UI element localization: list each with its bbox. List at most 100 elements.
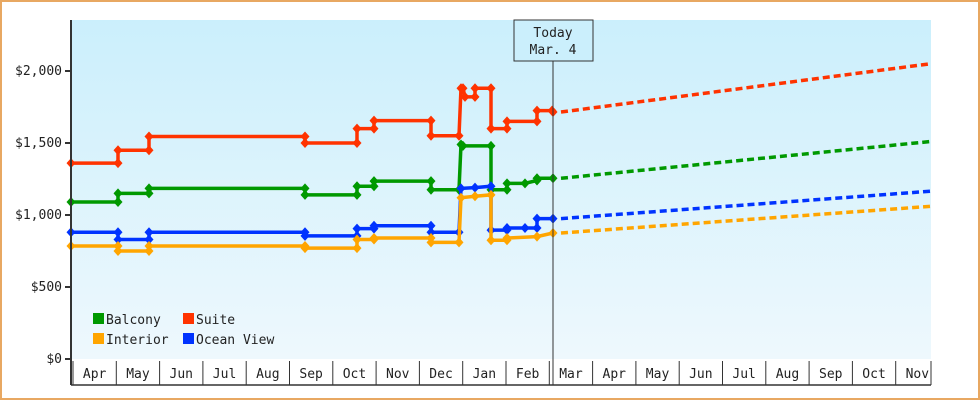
x-month-label: Sep [819, 367, 843, 382]
forecast-line [560, 62, 931, 114]
data-point-marker [113, 158, 123, 169]
y-tick-label: $0 [46, 352, 62, 367]
data-point-marker [486, 189, 496, 200]
data-point-marker [470, 83, 480, 94]
data-point-marker [454, 237, 464, 248]
data-point-marker [486, 235, 496, 246]
legend-label: Ocean View [196, 333, 274, 348]
x-month-label: Jan [473, 367, 496, 382]
data-point-marker [369, 233, 379, 244]
data-point-marker [470, 91, 480, 102]
data-point-marker [486, 181, 496, 192]
x-month-label: Apr [83, 367, 107, 382]
data-point-marker [426, 237, 436, 248]
data-point-marker [502, 233, 512, 244]
legend-swatch [93, 313, 104, 324]
data-point-marker [486, 140, 496, 151]
forecast-line [560, 204, 931, 235]
data-point-marker [352, 189, 362, 200]
data-point-marker [454, 130, 464, 141]
data-point-marker [532, 213, 542, 224]
x-month-label: Jun [689, 367, 712, 382]
x-axis-months: Apr May Jun Jul Aug Sep Oct Nov Dec Jan Feb Mar Apr M… [71, 361, 932, 386]
data-point-marker [532, 116, 542, 127]
today-label: Today [533, 26, 572, 41]
data-point-marker [300, 138, 310, 148]
today-date: Mar. 4 [530, 43, 577, 58]
x-month-label: Jun [170, 367, 193, 382]
data-point-marker [502, 222, 512, 233]
data-point-marker [486, 123, 496, 134]
data-point-marker [144, 183, 154, 194]
data-point-marker [144, 227, 154, 238]
x-month-label: Mar [559, 367, 583, 382]
legend-swatch [183, 333, 194, 344]
x-month-label: Sep [299, 367, 323, 382]
y-tick-label: $2,000 [15, 64, 62, 79]
data-point-marker [458, 140, 468, 151]
data-point-marker [532, 222, 542, 233]
data-point-marker [352, 223, 362, 234]
data-point-marker [144, 240, 154, 251]
data-point-marker [300, 230, 310, 241]
forecast-line [560, 189, 931, 221]
x-month-label: Nov [906, 367, 930, 382]
data-point-marker [520, 178, 530, 189]
y-tick-label: $500 [31, 280, 62, 295]
legend: Balcony Suite Interior Ocean View [93, 313, 274, 348]
x-month-label: Aug [776, 367, 799, 382]
data-point-marker [426, 176, 436, 187]
x-month-label: Oct [862, 367, 885, 382]
data-point-marker [352, 243, 362, 254]
data-point-marker [113, 227, 123, 238]
data-point-marker [352, 138, 362, 148]
data-point-marker [300, 243, 310, 254]
data-point-marker [369, 123, 379, 134]
legend-swatch [183, 313, 194, 324]
legend-label: Interior [106, 333, 169, 348]
data-point-marker [502, 184, 512, 195]
data-point-marker [470, 191, 480, 202]
forecast-line [560, 139, 931, 181]
data-point-marker [352, 234, 362, 245]
data-point-marker [456, 192, 466, 203]
data-point-marker [486, 83, 496, 94]
legend-label: Balcony [106, 313, 161, 328]
data-point-marker [426, 115, 436, 126]
data-point-marker [456, 183, 466, 194]
data-point-marker [369, 181, 379, 192]
data-point-marker [113, 240, 123, 251]
data-point-marker [460, 91, 470, 102]
x-month-label: May [126, 367, 150, 382]
x-month-label: Apr [603, 367, 627, 382]
series-layer [66, 62, 931, 256]
data-point-marker [502, 178, 512, 189]
data-point-marker [532, 231, 542, 242]
data-point-marker [144, 246, 154, 256]
data-point-marker [144, 188, 154, 199]
x-month-label: Nov [386, 367, 410, 382]
data-point-marker [352, 123, 362, 134]
x-month-label: Feb [516, 367, 540, 382]
data-point-marker [470, 182, 480, 193]
data-point-marker [144, 145, 154, 156]
legend-label: Suite [196, 313, 235, 328]
y-axis-ticks: $0 $500 $1,000 $1,500 $2,000 [15, 64, 71, 367]
data-point-marker [532, 105, 542, 116]
data-point-marker [300, 131, 310, 142]
data-point-marker [458, 83, 468, 94]
data-point-marker [113, 234, 123, 245]
x-month-label: Dec [429, 367, 452, 382]
data-point-marker [144, 234, 154, 245]
y-tick-label: $1,500 [15, 136, 62, 151]
data-point-marker [113, 197, 123, 208]
data-point-marker [300, 189, 310, 200]
data-point-marker [113, 246, 123, 256]
x-month-label: Aug [256, 367, 279, 382]
data-point-marker [426, 220, 436, 231]
data-point-marker [426, 227, 436, 238]
x-month-label: Oct [343, 367, 366, 382]
data-point-marker [113, 188, 123, 199]
data-point-marker [426, 184, 436, 195]
